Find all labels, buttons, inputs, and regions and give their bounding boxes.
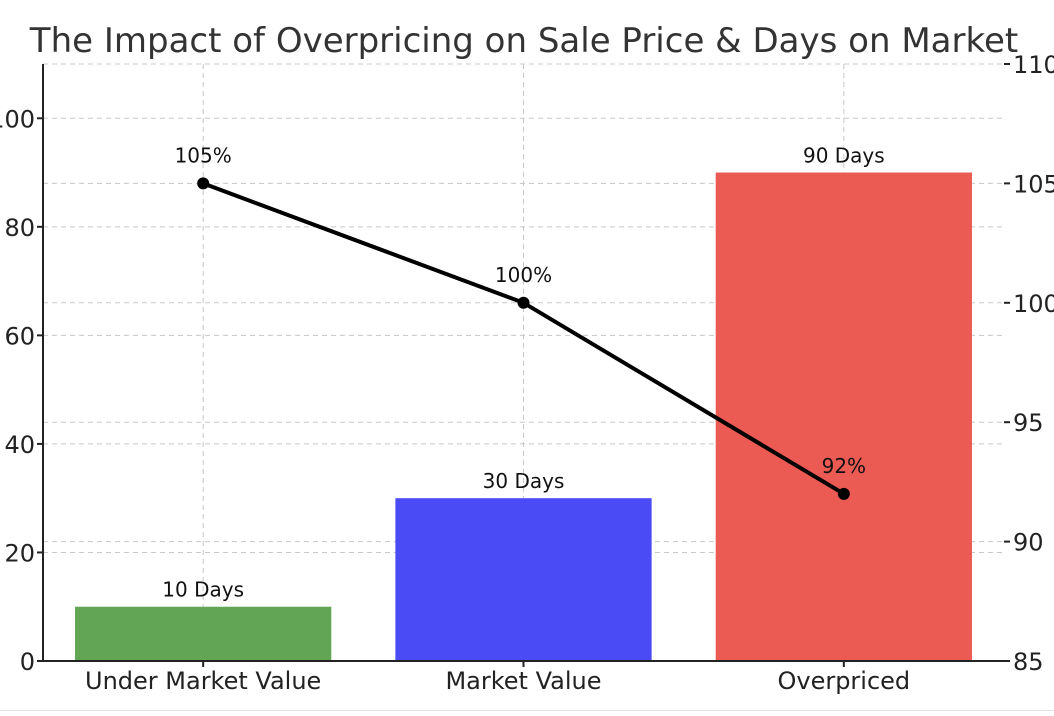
right-tick-label: 100 [1013,290,1054,318]
bottom-divider [0,710,1054,711]
left-tick-label: 80 [4,214,35,242]
right-tick-label: 110 [1013,51,1054,79]
bar [395,498,652,661]
right-tick-label: 105 [1013,170,1054,198]
bar-data-label: 90 Days [803,144,885,168]
chart-title: The Impact of Overpricing on Sale Price … [29,21,1018,61]
bar-data-label: 10 Days [162,578,244,602]
line-point [197,177,210,190]
label-layer: 10 Days 30 Days 90 Days 105% 100% 92% [162,143,884,601]
x-tick-label: Market Value [445,667,601,695]
line-data-label: 105% [175,143,232,167]
x-tick-label: Under Market Value [85,667,321,695]
line-data-label: 100% [495,263,552,287]
left-tick-label: 0 [20,648,35,676]
line-layer [197,177,850,500]
left-tick-label: 20 [4,539,35,567]
left-tick-label: 40 [4,431,35,459]
right-tick-label: 95 [1013,409,1044,437]
axis-layer: 0 20 40 60 80 100 85 90 95 100 105 110 Under Market … [0,51,1054,695]
bar-layer [75,172,972,661]
left-tick-label: 60 [4,322,35,350]
line-point [517,296,530,309]
bar [715,172,972,661]
bar [75,606,332,661]
right-tick-label: 85 [1013,648,1044,676]
x-tick-label: Overpriced [777,667,910,695]
line-data-label: 92% [822,454,866,478]
line-point [837,487,850,500]
left-tick-label: 100 [0,105,35,133]
right-tick-label: 90 [1013,529,1044,557]
bar-data-label: 30 Days [483,469,565,493]
